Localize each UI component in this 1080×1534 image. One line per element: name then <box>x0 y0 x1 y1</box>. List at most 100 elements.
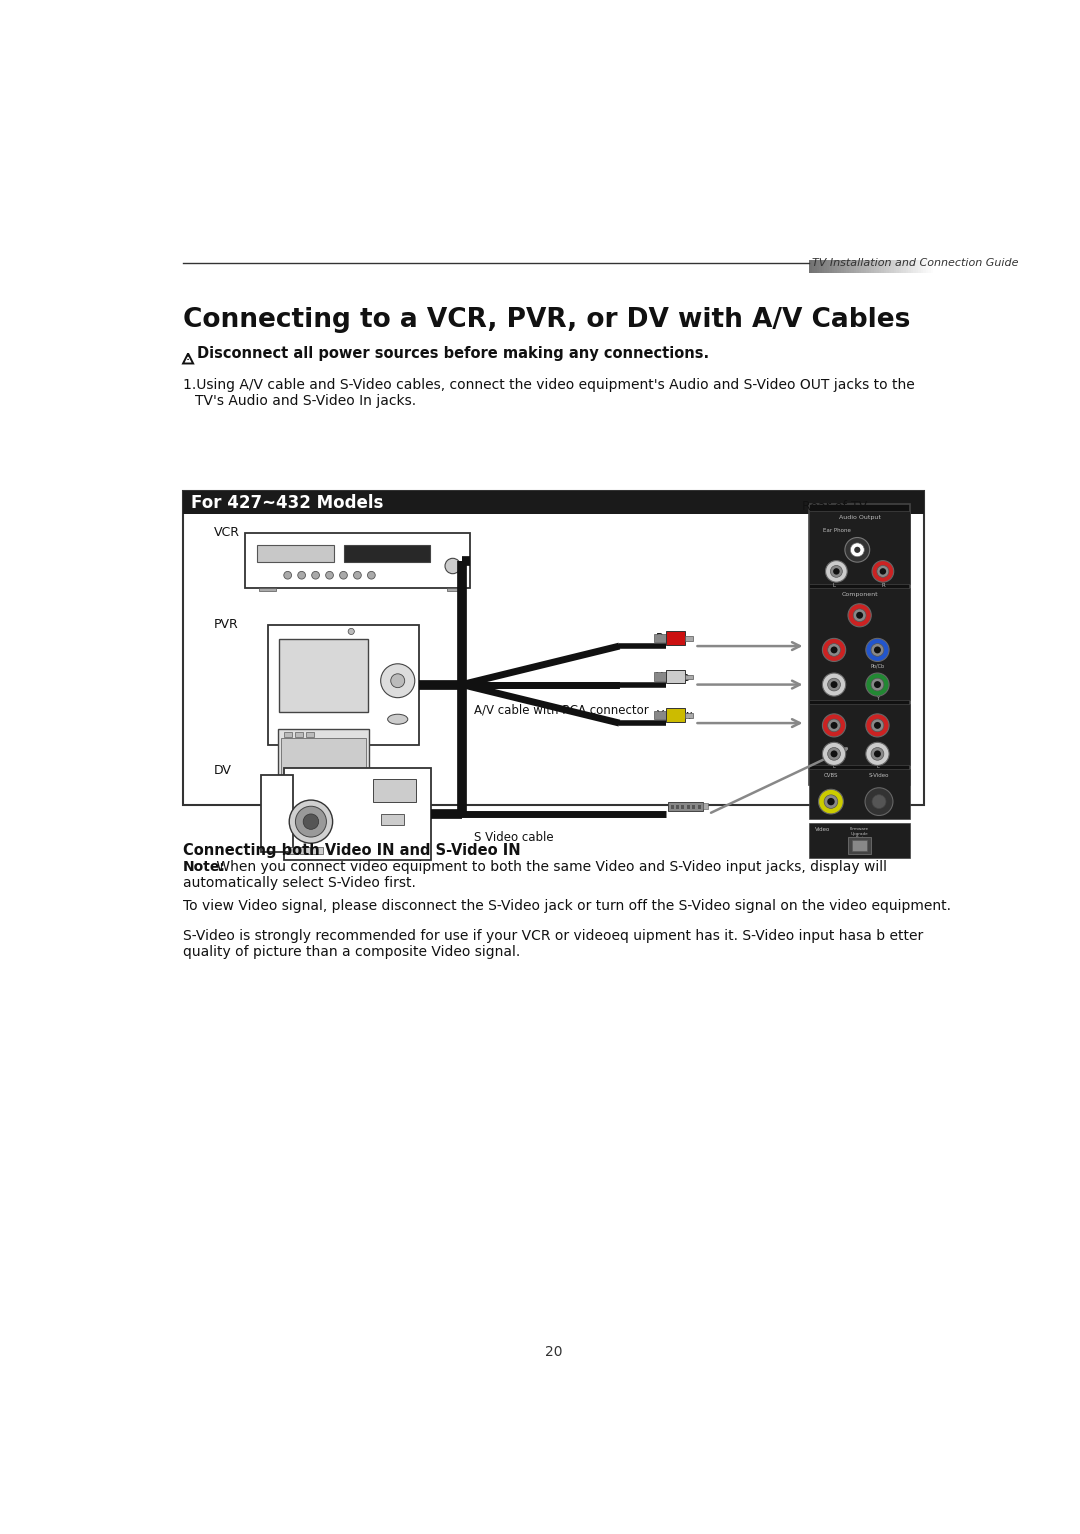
Bar <box>681 805 685 810</box>
Bar <box>910 259 914 273</box>
Circle shape <box>825 560 847 583</box>
Bar <box>849 259 851 273</box>
Bar <box>859 259 862 273</box>
Bar <box>824 259 826 273</box>
Bar <box>809 503 910 785</box>
Bar <box>931 259 933 273</box>
Bar <box>685 713 693 718</box>
Bar <box>847 259 849 273</box>
Text: TV Installation and Connection Guide: TV Installation and Connection Guide <box>812 258 1018 268</box>
Circle shape <box>874 681 881 689</box>
Bar <box>914 259 916 273</box>
Bar <box>654 672 677 681</box>
Bar <box>809 511 910 584</box>
Circle shape <box>353 571 362 580</box>
Circle shape <box>445 558 460 574</box>
Bar <box>904 259 906 273</box>
Circle shape <box>866 742 889 765</box>
Circle shape <box>831 681 837 689</box>
Bar <box>259 588 276 592</box>
Circle shape <box>298 571 306 580</box>
Bar <box>891 259 893 273</box>
Bar <box>373 779 416 802</box>
Ellipse shape <box>388 715 408 724</box>
Bar <box>832 259 834 273</box>
Bar <box>676 805 679 810</box>
Bar <box>822 259 824 273</box>
Circle shape <box>872 795 886 808</box>
Text: Audio Output: Audio Output <box>839 515 880 520</box>
Circle shape <box>866 713 889 736</box>
Circle shape <box>856 612 863 618</box>
Bar <box>908 259 910 273</box>
Circle shape <box>872 747 883 761</box>
Bar <box>281 738 366 805</box>
Text: S-Video: S-Video <box>868 773 889 778</box>
Bar <box>306 732 314 736</box>
Bar <box>901 259 904 273</box>
Bar <box>685 637 693 641</box>
Text: L: L <box>833 764 836 769</box>
Bar <box>841 259 843 273</box>
Bar <box>183 491 924 514</box>
Circle shape <box>303 815 319 830</box>
Circle shape <box>872 644 883 657</box>
Text: TV's Audio and S-Video In jacks.: TV's Audio and S-Video In jacks. <box>194 394 416 408</box>
Bar <box>284 767 431 861</box>
Circle shape <box>874 646 881 653</box>
Circle shape <box>854 546 861 552</box>
Bar <box>809 259 812 273</box>
Circle shape <box>827 719 840 732</box>
Text: 20: 20 <box>544 1345 563 1359</box>
Text: L: L <box>833 583 836 588</box>
Circle shape <box>823 713 846 736</box>
Bar <box>809 824 910 858</box>
Bar <box>312 847 323 854</box>
Bar <box>666 670 685 683</box>
Bar <box>809 704 910 765</box>
Text: When you connect video equipment to both the same Video and S-Video input jacks,: When you connect video equipment to both… <box>213 861 888 874</box>
Bar <box>654 634 677 643</box>
Bar <box>819 259 822 273</box>
Bar <box>278 729 369 802</box>
Bar <box>843 259 847 273</box>
Text: R: R <box>876 715 879 719</box>
Bar <box>866 259 868 273</box>
Text: Note:: Note: <box>183 861 226 874</box>
Circle shape <box>367 571 375 580</box>
Text: L: L <box>876 764 879 769</box>
Circle shape <box>866 673 889 696</box>
Circle shape <box>831 646 837 653</box>
Bar <box>883 259 886 273</box>
Bar <box>279 640 368 712</box>
Bar <box>879 259 881 273</box>
Bar <box>300 847 310 854</box>
Circle shape <box>848 604 872 627</box>
Circle shape <box>874 723 881 729</box>
Bar <box>886 259 889 273</box>
Text: S Video cable: S Video cable <box>474 831 553 844</box>
Bar <box>183 491 924 805</box>
Circle shape <box>872 678 883 690</box>
Text: Pb/Cb: Pb/Cb <box>870 663 885 667</box>
Circle shape <box>296 807 326 838</box>
Bar <box>856 259 859 273</box>
Bar <box>896 259 899 273</box>
Circle shape <box>824 795 838 808</box>
Circle shape <box>872 560 894 583</box>
Circle shape <box>831 750 837 758</box>
Circle shape <box>827 678 840 690</box>
Circle shape <box>845 537 869 561</box>
Bar <box>446 588 463 592</box>
Bar <box>809 589 910 700</box>
Text: Ear Phone: Ear Phone <box>823 528 851 534</box>
Circle shape <box>380 664 415 698</box>
Text: Component: Component <box>841 592 878 597</box>
Bar <box>872 259 874 273</box>
Circle shape <box>872 719 883 732</box>
Text: Connecting both Video IN and S-Video IN: Connecting both Video IN and S-Video IN <box>183 844 521 858</box>
Circle shape <box>312 571 320 580</box>
Bar <box>921 259 923 273</box>
Bar <box>837 259 839 273</box>
Bar <box>929 259 931 273</box>
